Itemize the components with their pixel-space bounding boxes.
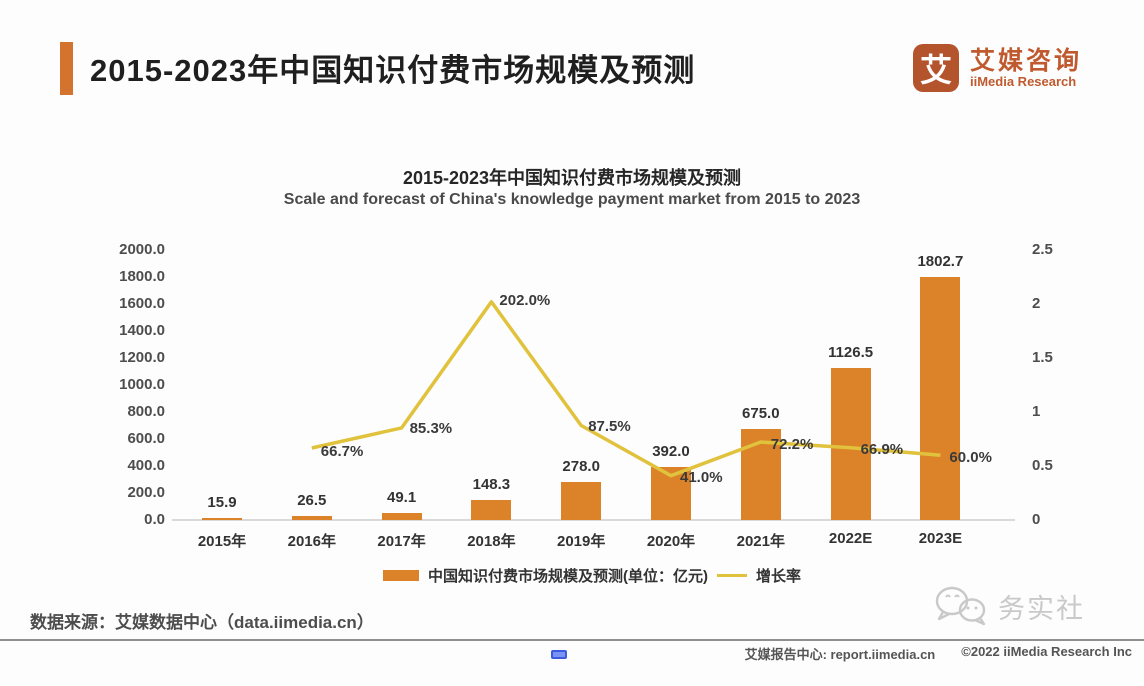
bar-2016年	[291, 516, 332, 520]
legend-bar-label: 中国知识付费市场规模及预测(单位：亿元)	[427, 568, 708, 585]
x-axis-label: 2016年	[287, 533, 336, 550]
bar-value-label: 15.9	[207, 493, 237, 511]
watermark: 务实社	[930, 585, 1085, 627]
left-axis-tick-label: 1600.0	[119, 295, 165, 312]
legend-bar-swatch	[382, 570, 419, 581]
right-axis-tick-label: 1	[1032, 403, 1041, 420]
chart-title: 2015-2023年中国知识付费市场规模及预测	[402, 168, 742, 188]
left-axis-tick-label: 1400.0	[119, 322, 165, 339]
left-axis-tick-label: 1000.0	[119, 376, 165, 393]
footer-divider	[0, 639, 1144, 641]
logo-name-cn: 艾媒咨询	[970, 46, 1083, 75]
growth-rate-label: 87.5%	[588, 417, 631, 435]
bar-value-label: 1802.7	[917, 252, 964, 270]
right-axis-tick-label: 0	[1032, 511, 1041, 528]
bar-2019年	[561, 482, 602, 520]
left-axis-tick-label: 0.0	[144, 511, 165, 528]
x-axis-label: 2018年	[467, 533, 516, 550]
bar-2018年	[471, 499, 512, 520]
watermark-label: 务实社	[998, 593, 1085, 624]
chart-subtitle: Scale and forecast of China's knowledge …	[283, 191, 861, 208]
bar-2023E	[920, 276, 961, 520]
left-axis-tick-label: 1200.0	[119, 349, 165, 366]
left-axis-tick-label: 200.0	[127, 484, 165, 501]
x-axis-label: 2017年	[377, 533, 426, 550]
bar-2015年	[202, 517, 242, 520]
x-axis-label: 2022E	[828, 530, 873, 547]
legend-line-swatch	[716, 574, 747, 577]
right-axis-tick-label: 1.5	[1032, 349, 1053, 366]
left-axis-tick-label: 1800.0	[119, 268, 165, 285]
footer-copyright: ©2022 iiMedia Research Inc	[961, 644, 1132, 659]
growth-rate-label: 66.9%	[860, 440, 904, 458]
bar-value-label: 26.5	[297, 492, 327, 510]
chart-legend: 中国知识付费市场规模及预测(单位：亿元) 增长率	[20, 565, 1144, 586]
left-axis-tick-label: 800.0	[127, 403, 165, 420]
x-axis-line	[172, 519, 1015, 521]
growth-rate-label: 60.0%	[949, 449, 992, 467]
data-source-text: 数据来源：艾媒数据中心（data.iimedia.cn）	[30, 613, 374, 632]
left-axis-tick-label: 400.0	[127, 457, 165, 474]
blue-cursor-marker	[551, 650, 567, 659]
growth-rate-label: 85.3%	[409, 419, 453, 437]
growth-rate-label: 66.7%	[320, 442, 364, 460]
iimedia-logo-icon: 艾	[913, 44, 959, 92]
growth-rate-label: 72.2%	[770, 436, 814, 454]
bar-value-label: 675.0	[742, 404, 780, 422]
title-accent-bar	[60, 42, 73, 95]
x-axis-label: 2021年	[736, 533, 785, 550]
left-axis-tick-label: 600.0	[127, 430, 165, 447]
growth-rate-label: 202.0%	[499, 291, 551, 309]
x-axis-label: 2015年	[197, 533, 247, 550]
logo-name-en: iiMedia Research	[970, 73, 1077, 89]
left-axis-tick-label: 2000.0	[119, 241, 165, 258]
right-axis-tick-label: 0.5	[1032, 457, 1053, 474]
footer-report-center: 艾媒报告中心: report.iimedia.cn	[744, 647, 936, 662]
bar-value-label: 392.0	[652, 443, 690, 461]
x-axis-label: 2020年	[646, 533, 696, 550]
bar-2017年	[381, 513, 422, 520]
wechat-bubbles-icon	[935, 586, 986, 626]
x-axis-label: 2023E	[918, 530, 963, 547]
x-axis-label: 2019年	[557, 533, 606, 550]
logo-text: 艾媒咨询 iiMedia Research	[970, 48, 1082, 89]
bar-value-label: 148.3	[472, 475, 511, 493]
bar-value-label: 278.0	[562, 458, 600, 476]
legend-line-label: 增长率	[755, 568, 801, 585]
right-axis-tick-label: 2.5	[1032, 241, 1053, 258]
page-title: 2015-2023年中国知识付费市场规模及预测	[90, 53, 696, 88]
right-axis-tick-label: 2	[1032, 295, 1041, 312]
bar-value-label: 49.1	[386, 489, 417, 507]
bar-value-label: 1126.5	[828, 343, 874, 361]
footer-right: 艾媒报告中心: report.iimedia.cn ©2022 iiMedia …	[745, 644, 1132, 663]
iimedia-logo: 艾 艾媒咨询 iiMedia Research	[913, 44, 1082, 92]
growth-rate-label: 41.0%	[680, 468, 723, 486]
